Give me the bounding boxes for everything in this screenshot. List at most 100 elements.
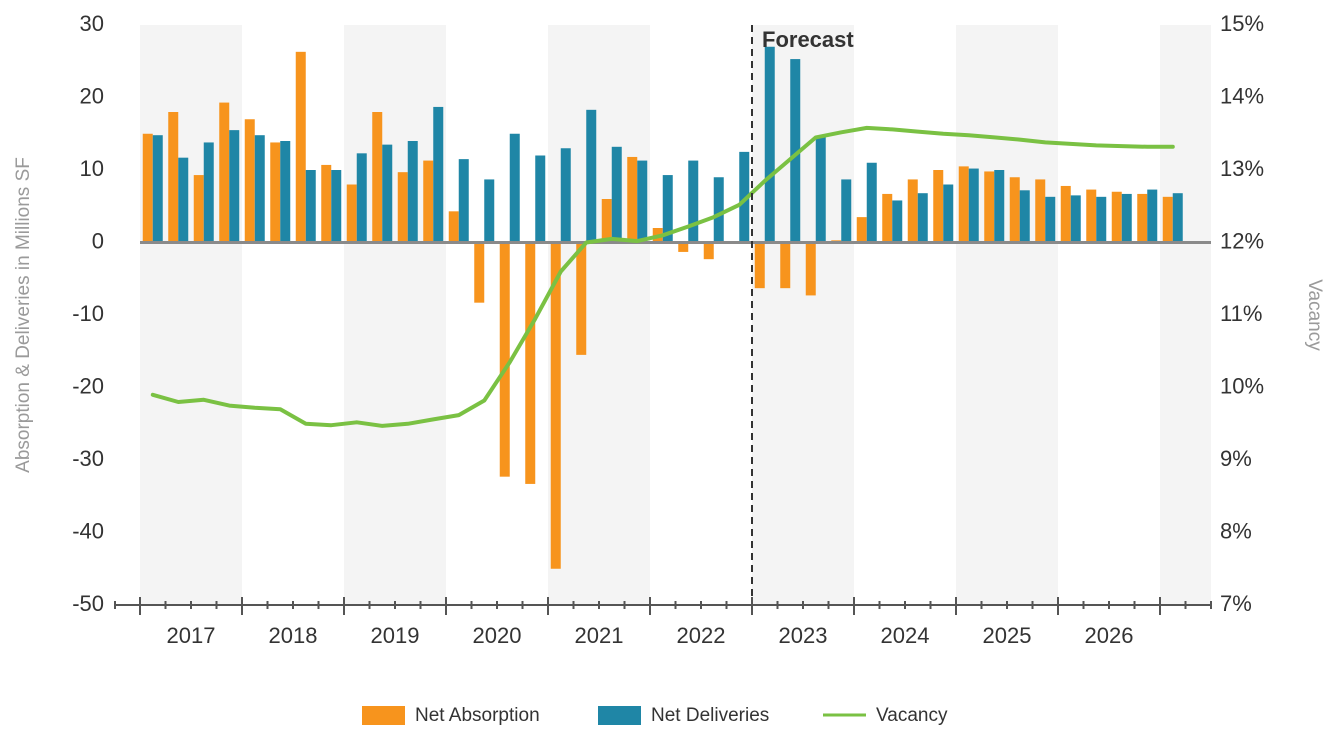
bar xyxy=(168,112,179,243)
bar xyxy=(943,184,954,243)
x-tick-label: 2017 xyxy=(167,623,216,648)
bar xyxy=(1162,196,1173,243)
bar xyxy=(509,133,520,243)
x-tick-label: 2025 xyxy=(983,623,1032,648)
bar xyxy=(407,141,418,243)
bar xyxy=(780,242,791,289)
bar xyxy=(576,242,587,355)
bar xyxy=(193,175,204,243)
bar xyxy=(254,135,265,243)
x-tick-label: 2020 xyxy=(473,623,522,648)
bar xyxy=(601,199,612,243)
bar xyxy=(1137,193,1148,243)
year-band xyxy=(548,25,650,605)
y-tick-label: 10 xyxy=(80,156,104,181)
bar xyxy=(790,59,801,243)
bar xyxy=(474,242,485,303)
bar xyxy=(203,142,214,243)
bar xyxy=(764,46,775,243)
y2-tick-label: 12% xyxy=(1220,228,1264,253)
x-tick-label: 2023 xyxy=(779,623,828,648)
bar xyxy=(219,102,230,243)
bar xyxy=(560,148,571,243)
line xyxy=(150,125,1175,428)
bar xyxy=(805,242,816,296)
y-tick-label: -30 xyxy=(72,446,104,471)
bar xyxy=(958,166,969,243)
bar xyxy=(280,141,291,243)
bar xyxy=(1111,191,1122,243)
bar xyxy=(270,142,281,243)
bar xyxy=(1070,195,1081,243)
x-tick-label: 2022 xyxy=(677,623,726,648)
bar xyxy=(856,217,867,243)
legend-label: Net Deliveries xyxy=(651,705,769,726)
bar xyxy=(448,211,459,243)
bar xyxy=(688,160,699,243)
y2-tick-label: 15% xyxy=(1220,11,1264,36)
bar xyxy=(356,153,367,243)
bar xyxy=(346,184,357,243)
bar xyxy=(331,170,342,243)
bar xyxy=(866,162,877,243)
bar xyxy=(1060,185,1071,243)
bar xyxy=(933,170,944,243)
bar xyxy=(586,109,597,243)
y2-tick-label: 14% xyxy=(1220,83,1264,108)
bar xyxy=(499,242,510,477)
y-tick-label: 20 xyxy=(80,83,104,108)
y-tick-label: -40 xyxy=(72,518,104,543)
bar xyxy=(550,242,561,569)
bar xyxy=(1086,189,1097,243)
x-tick-label: 2026 xyxy=(1085,623,1134,648)
bar xyxy=(627,156,638,243)
bar xyxy=(841,179,852,243)
bar xyxy=(229,130,240,243)
bar xyxy=(305,170,316,243)
bar xyxy=(484,179,495,243)
bar xyxy=(1045,196,1056,243)
year-band xyxy=(956,25,1058,605)
bar xyxy=(244,119,255,243)
year-band xyxy=(1160,25,1211,605)
bar xyxy=(892,200,903,243)
bar xyxy=(611,146,622,243)
y-tick-label: -10 xyxy=(72,301,104,326)
y2-axis-title: Vacancy xyxy=(1304,279,1325,351)
bar xyxy=(678,242,689,252)
bar xyxy=(1121,193,1132,243)
bar xyxy=(1147,189,1158,243)
bar xyxy=(178,157,189,243)
bar xyxy=(321,164,332,243)
legend-swatch xyxy=(362,706,405,725)
bar xyxy=(754,242,765,289)
bar xyxy=(713,177,724,243)
bar xyxy=(703,242,714,260)
bar xyxy=(739,151,750,243)
y2-tick-label: 10% xyxy=(1220,373,1264,398)
year-band xyxy=(344,25,446,605)
bar xyxy=(382,144,393,243)
x-tick-label: 2024 xyxy=(881,623,930,648)
bar xyxy=(458,159,469,243)
bar xyxy=(994,170,1005,243)
bar xyxy=(1009,177,1020,243)
y-tick-label: -20 xyxy=(72,373,104,398)
background-bands xyxy=(140,25,1211,605)
bar xyxy=(637,160,648,243)
bar xyxy=(968,168,979,243)
bar xyxy=(525,242,536,484)
legend-label: Vacancy xyxy=(876,705,948,726)
y-tick-label: -50 xyxy=(72,591,104,616)
y2-tick-label: 13% xyxy=(1220,156,1264,181)
bar xyxy=(662,175,673,243)
bar xyxy=(423,160,434,243)
forecast-label: Forecast xyxy=(762,27,854,52)
x-tick-label: 2018 xyxy=(269,623,318,648)
bar xyxy=(815,137,826,243)
bar xyxy=(1019,190,1030,243)
bar xyxy=(152,135,163,243)
bar xyxy=(372,112,383,243)
